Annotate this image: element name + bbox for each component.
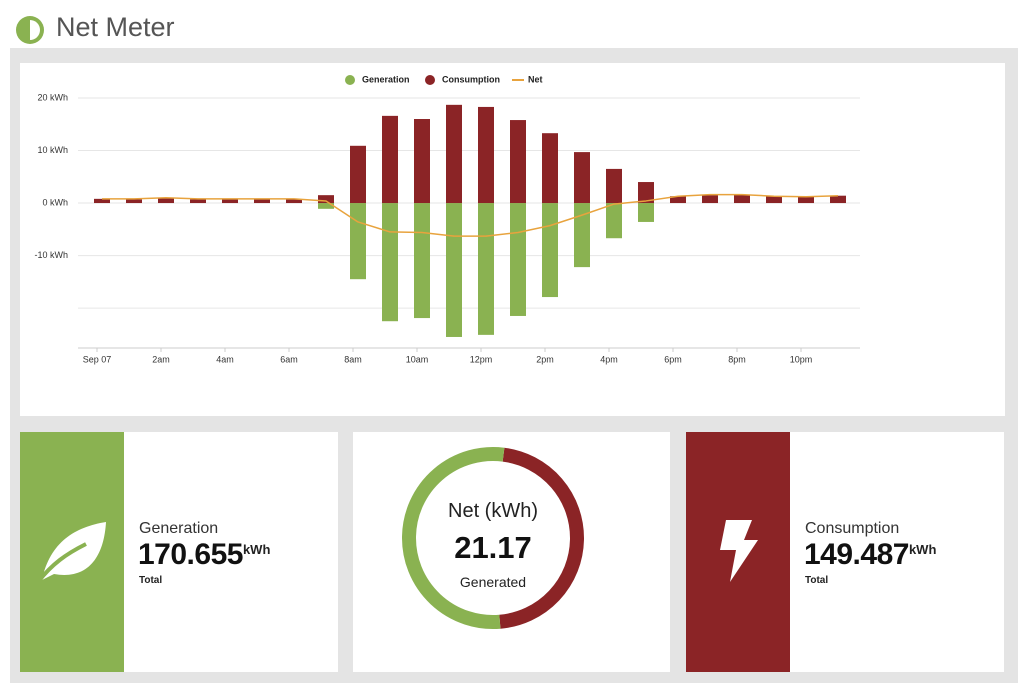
- generation-card: Generation 170.655kWh Total: [20, 432, 338, 672]
- consumption-card: Consumption 149.487kWh Total: [686, 432, 1004, 672]
- page-title: Net Meter: [56, 12, 175, 42]
- bar: [222, 199, 238, 204]
- bar: [574, 152, 590, 204]
- bar: [318, 203, 334, 209]
- donut-consumption: [499, 447, 584, 629]
- y-tick-label: -10 kWh: [34, 250, 68, 260]
- bar: [766, 196, 782, 204]
- legend-label: Generation: [362, 74, 410, 84]
- bar: [670, 196, 686, 204]
- bar: [126, 199, 142, 204]
- y-tick-label: 10 kWh: [37, 145, 68, 155]
- x-tick-label: 8am: [344, 354, 362, 364]
- y-tick-label: 0 kWh: [42, 197, 68, 207]
- bar: [510, 203, 526, 316]
- y-tick-label: 20 kWh: [37, 92, 68, 102]
- x-tick-label: 6am: [280, 354, 298, 364]
- x-tick-label: 6pm: [664, 354, 682, 364]
- bar: [478, 203, 494, 335]
- x-tick-label: 2pm: [536, 354, 554, 364]
- bar: [382, 203, 398, 322]
- card-value: 21.17: [454, 530, 532, 565]
- leaf-icon: [36, 522, 106, 584]
- card-unit: kWh: [908, 542, 937, 557]
- x-tick-label: Sep 07: [83, 354, 112, 364]
- card-label: Net (kWh): [448, 500, 538, 522]
- net-card: Net (kWh) 21.17 Generated: [353, 432, 670, 672]
- bar: [542, 133, 558, 204]
- bar: [254, 199, 270, 204]
- bar: [158, 197, 174, 204]
- bar: [446, 104, 462, 204]
- x-tick-label: 12pm: [470, 354, 493, 364]
- bar: [574, 203, 590, 268]
- bar: [606, 203, 622, 239]
- bar: [286, 199, 302, 204]
- x-tick-label: 10am: [406, 354, 429, 364]
- card-note: Generated: [459, 574, 527, 590]
- card-label: Generation: [139, 520, 219, 537]
- card-note: Total: [805, 575, 829, 586]
- bar: [414, 119, 430, 204]
- net-line: [102, 193, 839, 237]
- legend-swatch: [345, 75, 355, 85]
- bar: [542, 203, 558, 298]
- bar: [318, 195, 334, 204]
- app-icon: [16, 16, 44, 44]
- generation-stripe: [20, 432, 124, 672]
- x-tick-label: 8pm: [728, 354, 746, 364]
- chart-card: 20 kWh 10 kWh 0 kWh -10 kWh Sep 07 2am 4am 6am 8…: [20, 63, 1005, 416]
- x-tick-label: 4pm: [600, 354, 618, 364]
- donut-generation: [402, 447, 505, 629]
- bar: [350, 203, 366, 280]
- bar: [94, 198, 110, 204]
- legend-swatch: [425, 75, 435, 85]
- bar: [478, 106, 494, 204]
- bar: [510, 120, 526, 204]
- card-value: 170.655: [138, 538, 243, 571]
- bar: [606, 168, 622, 204]
- bar: [446, 203, 462, 337]
- chart: 20 kWh 10 kWh 0 kWh -10 kWh Sep 07 2am 4am 6am 8…: [34, 74, 860, 364]
- bar: [350, 145, 366, 204]
- card-unit: kWh: [242, 542, 271, 557]
- legend-label: Net: [528, 74, 543, 84]
- card-value: 149.487: [804, 538, 909, 571]
- bar: [414, 203, 430, 319]
- bar: [382, 115, 398, 204]
- bolt-icon: [720, 520, 758, 582]
- consumption-stripe: [686, 432, 790, 672]
- x-tick-label: 4am: [216, 354, 234, 364]
- x-tick-label: 10pm: [790, 354, 813, 364]
- bar: [734, 194, 750, 204]
- card-note: Total: [139, 575, 163, 586]
- bar: [798, 196, 814, 204]
- x-tick-label: 2am: [152, 354, 170, 364]
- bar: [638, 203, 654, 222]
- bar: [702, 195, 718, 204]
- card-label: Consumption: [805, 520, 900, 537]
- bar: [638, 182, 654, 204]
- legend-label: Consumption: [442, 74, 500, 84]
- net-donut: [402, 447, 584, 629]
- bar: [190, 199, 206, 204]
- bar: [830, 195, 846, 204]
